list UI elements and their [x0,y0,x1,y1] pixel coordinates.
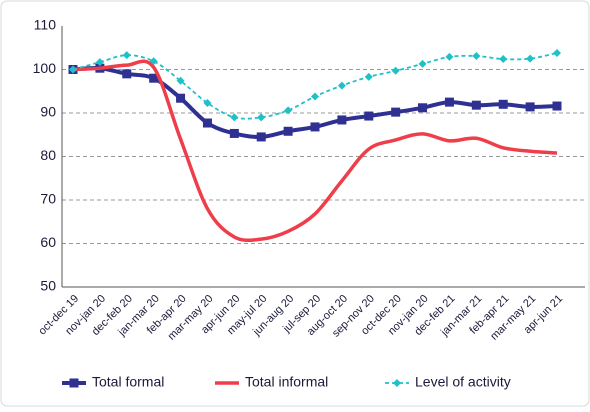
point [364,72,373,81]
point [364,111,374,121]
point [203,98,212,107]
point [445,52,454,61]
point [552,101,562,111]
point [122,69,132,79]
point [69,65,77,74]
y-tick-label: 100 [33,60,57,76]
y-tick-label: 90 [40,104,56,120]
legend-label: Level of activity [415,374,511,390]
point [149,57,158,66]
point [418,59,427,68]
point [257,113,266,122]
point [391,107,401,117]
point [471,100,481,110]
point [472,52,481,61]
point [176,76,185,85]
point [391,66,400,75]
point [310,122,320,132]
point [122,51,131,60]
point [499,55,508,64]
point [337,81,346,90]
point [498,99,508,109]
point [553,48,561,57]
point [284,106,293,115]
y-tick-label: 110 [34,17,57,33]
point [256,132,266,142]
y-tick-label: 60 [40,234,56,250]
point [176,93,186,103]
point [149,73,159,83]
y-tick-label: 70 [40,191,56,207]
point [418,103,428,113]
legend-label: Total informal [245,374,328,390]
point [283,126,293,136]
y-tick-label: 50 [40,278,56,294]
point [526,54,535,63]
point [229,128,239,138]
point [202,118,212,128]
legend-marker [393,379,401,387]
legend-marker [69,378,79,388]
series-line [72,59,558,243]
point [337,115,347,125]
point [230,113,239,122]
point [525,102,535,112]
legend-label: Total formal [92,374,164,390]
y-tick-label: 80 [40,147,56,163]
point [95,58,104,67]
point [444,97,454,107]
point [311,92,319,101]
